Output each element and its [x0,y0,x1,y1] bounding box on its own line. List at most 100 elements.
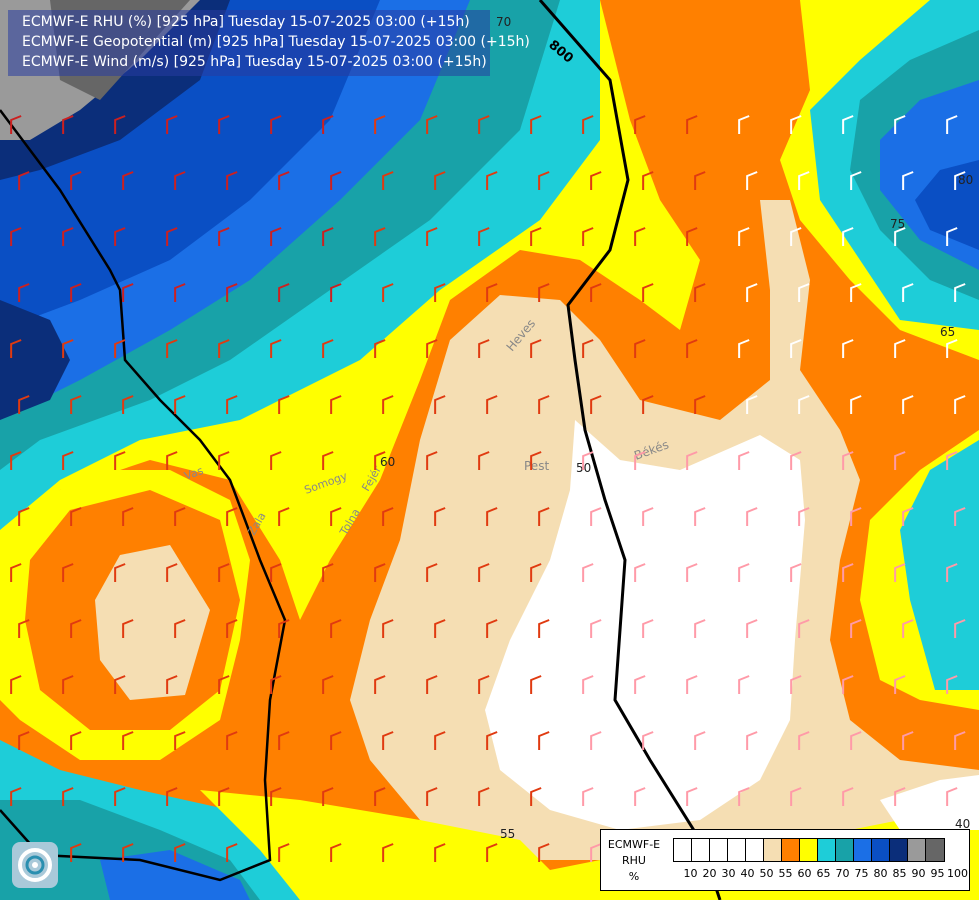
wind-barb [798,171,810,190]
legend-tick-label: 90 [911,867,926,880]
wind-barb [278,171,290,190]
wind-barb [114,115,126,134]
wind-barb [226,283,238,302]
wind-barb [382,619,394,638]
wind-barb [330,283,342,302]
legend-tick-label: 10 [683,867,698,880]
contour-label-75-east: 75 [890,217,905,231]
legend-tick-label: 55 [778,867,793,880]
wind-barb [322,227,334,246]
wind-barb [530,675,542,694]
wind-barb [538,507,550,526]
wind-barb [166,563,178,582]
wind-barb [18,619,30,638]
wind-barb [382,731,394,750]
legend-swatch [800,839,818,861]
wind-barb [374,675,386,694]
wind-barb [226,395,238,414]
wind-barb [270,115,282,134]
wind-barb [738,227,750,246]
wind-barb [10,115,22,134]
wind-barb [694,507,706,526]
wind-barb [850,395,862,414]
wind-barb [330,171,342,190]
legend-swatch [818,839,836,861]
wind-barb [226,843,238,862]
wind-barb [478,115,490,134]
wind-barb [590,843,602,862]
legend-swatch [836,839,854,861]
legend-tick-label: 75 [854,867,869,880]
wind-barb [746,619,758,638]
wind-barb [374,787,386,806]
wind-barb [790,675,802,694]
legend-swatch [764,839,782,861]
wind-barb [486,171,498,190]
wind-barb [582,787,594,806]
contour-label-70-north: 70 [496,15,511,29]
wind-barb [590,171,602,190]
wind-barb [686,227,698,246]
wind-barb [278,619,290,638]
wind-barb [114,227,126,246]
wind-barb [642,507,654,526]
wind-barb [10,339,22,358]
geopotential-isoline-west [0,109,287,882]
wind-barb [538,619,550,638]
wind-barb [434,395,446,414]
wind-barb [174,507,186,526]
wind-barb [894,787,906,806]
wind-barb [538,731,550,750]
legend-swatch [926,839,944,861]
wind-barb [330,619,342,638]
wind-barb [894,227,906,246]
wind-barb [62,115,74,134]
legend-tick-label: 85 [892,867,907,880]
wind-barb [798,507,810,526]
wind-barb [582,451,594,470]
legend-tick-label: 30 [721,867,736,880]
wind-barb [18,731,30,750]
wind-barb [382,395,394,414]
wind-barb [426,227,438,246]
wind-barb [278,507,290,526]
geopotential-isoline-800 [538,0,722,900]
wind-barb [374,451,386,470]
wind-barb [902,395,914,414]
wind-barb [166,339,178,358]
legend-swatch [728,839,746,861]
wind-barb [174,395,186,414]
wind-barb [330,843,342,862]
wind-barb [686,675,698,694]
legend-tick-label: 95 [930,867,945,880]
wind-barb [62,675,74,694]
wind-barb [174,619,186,638]
wind-barb [894,563,906,582]
wind-barb [434,619,446,638]
wind-barb [70,283,82,302]
wind-barb [278,395,290,414]
legend-ticks: 10 20 30 40 50 55 60 65 70 75 80 85 90 95 100 [681,867,969,880]
wind-barb [174,283,186,302]
wind-barb [10,563,22,582]
wind-barb [434,507,446,526]
legend-swatch [710,839,728,861]
wind-barb [538,395,550,414]
wind-barb [842,115,854,134]
wind-barb [70,507,82,526]
wind-barb [122,619,134,638]
contour-label-40-se: 40 [955,817,970,831]
wind-barb [694,395,706,414]
wind-barb [270,563,282,582]
legend-swatch [872,839,890,861]
wind-barb [218,115,230,134]
wind-barb [798,395,810,414]
wind-barb [790,115,802,134]
wind-barb [114,675,126,694]
wind-barb [894,451,906,470]
wind-barb [322,675,334,694]
wind-barb [166,227,178,246]
legend-swatches [673,838,945,862]
wind-barb [946,787,958,806]
